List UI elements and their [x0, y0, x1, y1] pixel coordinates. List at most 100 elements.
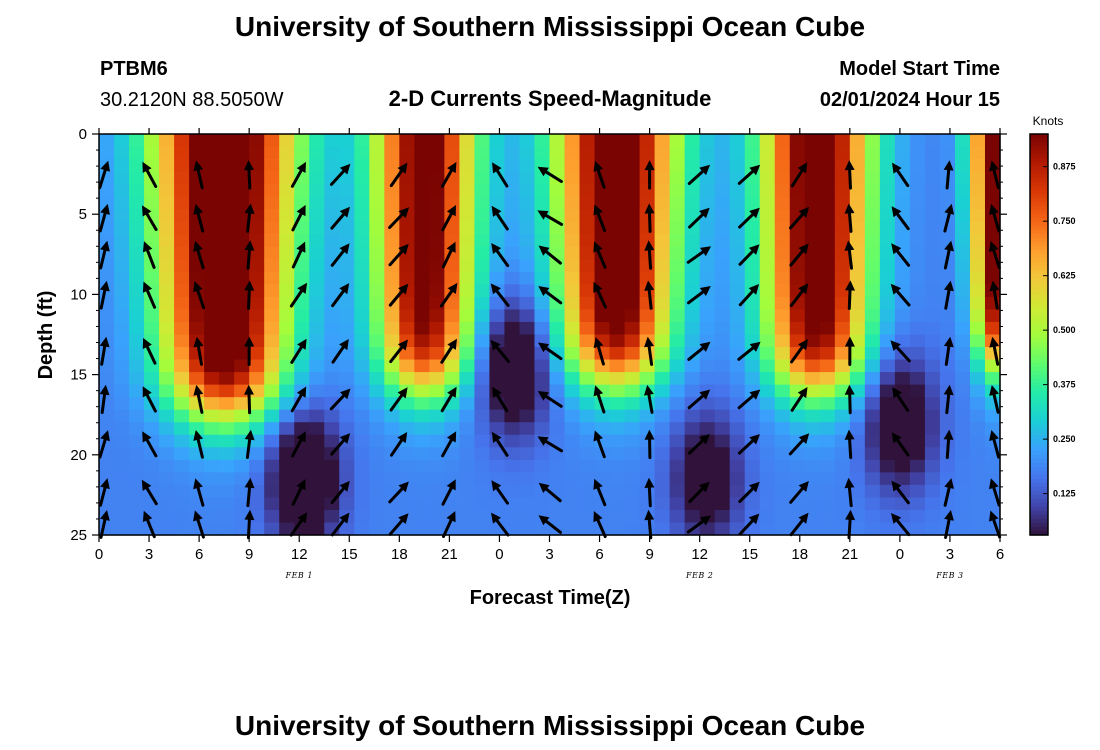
heatmap-cell [279, 347, 295, 361]
heatmap-cell [894, 409, 911, 423]
heatmap-cell [879, 484, 896, 499]
heatmap-cell [609, 296, 626, 311]
current-vector [686, 246, 712, 264]
heatmap-cell [954, 184, 971, 198]
heatmap-cell [204, 522, 220, 536]
heatmap-cell [624, 484, 641, 499]
heatmap-cell [519, 159, 536, 173]
heatmap-cell [534, 296, 551, 311]
heatmap-cell [864, 372, 881, 386]
heatmap-cell [159, 184, 175, 198]
colorbar-segment [1030, 158, 1048, 163]
heatmap-cell [924, 472, 941, 486]
heatmap-cell [249, 459, 265, 473]
heatmap-cell [399, 309, 415, 323]
current-vector [790, 387, 808, 412]
heatmap-cell [399, 259, 415, 273]
heatmap-cell [384, 321, 400, 336]
heatmap-cell [264, 246, 280, 260]
heatmap-cell [354, 184, 370, 198]
heatmap-cell [369, 321, 385, 336]
heatmap-cell [174, 134, 190, 148]
heatmap-cell [639, 321, 656, 336]
colorbar-tick-label: 0.500 [1053, 325, 1076, 335]
current-vector [891, 432, 910, 457]
heatmap-cell [294, 497, 310, 511]
heatmap-cell [249, 171, 265, 185]
heatmap-cell [549, 384, 566, 398]
heatmap-cell [564, 384, 581, 398]
heatmap-cell [339, 522, 355, 536]
heatmap-cell [204, 447, 220, 461]
heatmap-cell [114, 296, 130, 311]
heatmap-cell [924, 209, 941, 223]
heatmap-cell [534, 409, 551, 423]
heatmap-cell [699, 359, 716, 373]
heatmap-cell [804, 246, 821, 260]
colorbar-segment [1030, 478, 1048, 484]
heatmap-cell [819, 284, 836, 298]
heatmap-cell [714, 209, 731, 223]
heatmap-cell [249, 409, 265, 423]
heatmap-cell [714, 434, 731, 448]
heatmap-cell [819, 334, 836, 348]
heatmap-cell [639, 271, 656, 285]
heatmap-cell [774, 146, 791, 160]
heatmap-cell [459, 321, 476, 336]
heatmap-cell [774, 484, 791, 499]
heatmap-cell [339, 296, 355, 311]
heatmap-cell [984, 146, 1001, 160]
heatmap-cell [174, 171, 190, 185]
heatmap-cell [804, 509, 821, 524]
heatmap-cell [354, 159, 370, 173]
heatmap-cell [129, 159, 145, 173]
heatmap-cell [339, 422, 355, 436]
heatmap-cell [264, 409, 280, 423]
heatmap-cell [564, 209, 581, 223]
heatmap-cell [684, 497, 701, 511]
heatmap-cell [834, 484, 851, 499]
heatmap-cell [909, 397, 926, 411]
heatmap-cell [579, 196, 596, 210]
heatmap-cell [459, 347, 476, 361]
heatmap-cell [219, 522, 235, 536]
heatmap-cell [789, 472, 806, 486]
heatmap-cell [294, 184, 310, 198]
heatmap-cell [234, 409, 250, 423]
heatmap-cell [324, 409, 340, 423]
colorbar-segment [1030, 154, 1048, 159]
heatmap-cell [864, 509, 881, 524]
heatmap-cell [759, 409, 776, 423]
heatmap-cell [114, 196, 130, 210]
heatmap-cell [384, 359, 400, 373]
heatmap-cell [759, 509, 776, 524]
current-vector [687, 341, 711, 361]
heatmap-cell [864, 347, 881, 361]
heatmap-cell [804, 472, 821, 486]
heatmap-cell [804, 359, 821, 373]
current-vector [844, 203, 855, 233]
heatmap-cell [819, 146, 836, 160]
heatmap-cell [924, 497, 941, 511]
heatmap-cell [309, 497, 325, 511]
heatmap-cell [444, 221, 460, 235]
current-vector [989, 336, 1000, 366]
heatmap-cell [99, 309, 115, 323]
chart-subtitle: 2-D Currents Speed-Magnitude [389, 86, 712, 111]
heatmap-cell [654, 484, 671, 499]
heatmap-cell [669, 234, 686, 248]
heatmap-cell [369, 159, 385, 173]
heatmap-cell [804, 522, 821, 536]
heatmap-cell [159, 159, 175, 173]
heatmap-cell [444, 447, 460, 461]
heatmap-cell [609, 422, 626, 436]
current-vector [738, 513, 760, 536]
heatmap-cell [159, 309, 175, 323]
current-vector [441, 479, 456, 506]
heatmap-cell [234, 271, 250, 285]
heatmap-cell [444, 359, 460, 373]
colorbar-segment [1030, 290, 1048, 295]
heatmap-cell [849, 409, 866, 423]
y-tick-label: 5 [79, 206, 87, 223]
heatmap-cell [879, 447, 896, 461]
